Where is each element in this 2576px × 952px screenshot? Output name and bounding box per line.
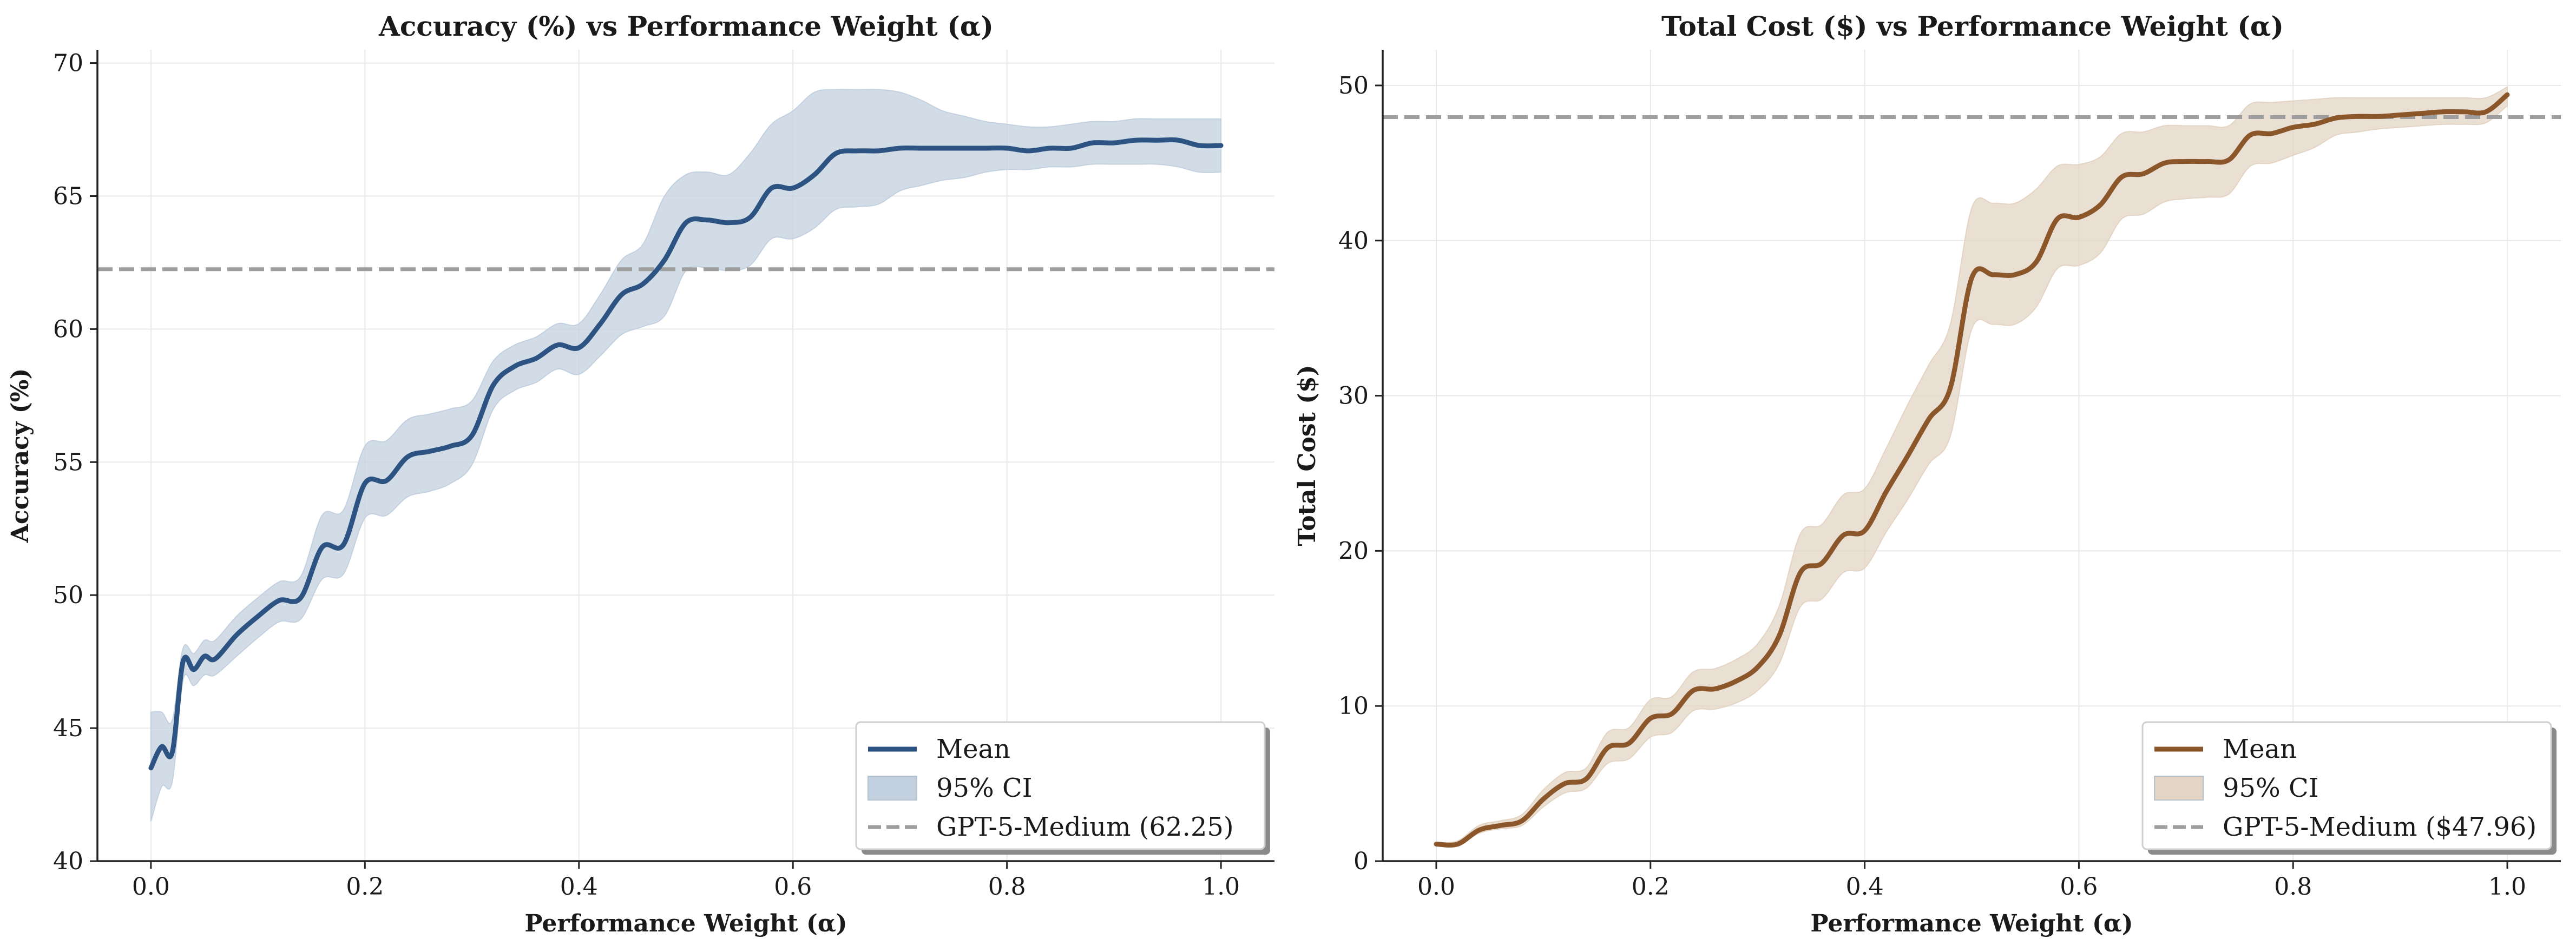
- x-tick-label: 0.4: [1846, 873, 1884, 901]
- x-tick-label: 1.0: [2488, 873, 2526, 901]
- x-tick-label: 0.0: [1417, 873, 1455, 901]
- y-tick-label: 50: [1338, 72, 1369, 100]
- legend: Mean 95% CI GPT-5-Medium ($47.96): [2141, 721, 2557, 855]
- x-tick-label: 0.6: [2060, 873, 2098, 901]
- legend: Mean 95% CI GPT-5-Medium (62.25): [855, 721, 1270, 855]
- x-tick-label: 0.8: [2274, 873, 2312, 901]
- x-tick-label: 1.0: [1202, 873, 1240, 901]
- y-tick-label: 0: [1353, 848, 1369, 875]
- legend-box: [2141, 721, 2552, 850]
- chart-title: Accuracy (%) vs Performance Weight (α): [378, 10, 994, 42]
- ci-band: [1436, 86, 2508, 847]
- legend-label: Mean: [936, 734, 1010, 764]
- x-tick-label: 0.8: [988, 873, 1026, 901]
- y-tick-label: 60: [53, 315, 83, 343]
- x-axis-label: Performance Weight (α): [1810, 910, 2133, 937]
- x-tick-label: 0.4: [560, 873, 598, 901]
- legend-label: GPT-5-Medium (62.25): [936, 812, 1234, 842]
- legend-swatch-ci: [2154, 776, 2204, 801]
- legend-label: Mean: [2223, 734, 2297, 764]
- y-tick-label: 45: [53, 715, 83, 742]
- x-axis-label: Performance Weight (α): [524, 910, 847, 937]
- y-tick-label: 10: [1338, 692, 1369, 720]
- chart-panel-1: 0.0 0.2 0.4 0.6 0.8 1.0 40 45 50 55 60 65 70 Accuracy…: [6, 10, 1274, 937]
- chart-panel-2: 0.0 0.2 0.4 0.6 0.8 1.0 0 10 20 30 40 50 Total Cost …: [1293, 10, 2561, 937]
- y-tick-label: 40: [53, 848, 83, 875]
- chart-title: Total Cost ($) vs Performance Weight (α): [1661, 10, 2284, 42]
- y-tick-label: 40: [1338, 227, 1369, 255]
- y-tick-label: 70: [53, 50, 83, 77]
- y-tick-label: 50: [53, 581, 83, 609]
- legend-box: [855, 721, 1266, 850]
- legend-swatch-ci: [868, 776, 917, 801]
- y-axis-label: Accuracy (%): [6, 368, 34, 544]
- x-tick-label: 0.0: [132, 873, 170, 901]
- x-tick-label: 0.6: [774, 873, 812, 901]
- x-tick-label: 0.2: [346, 873, 384, 901]
- y-tick-label: 55: [53, 448, 83, 476]
- mean-line: [148, 137, 1224, 771]
- legend-label: 95% CI: [2223, 773, 2319, 803]
- y-tick-label: 20: [1338, 537, 1369, 565]
- mean-line: [1434, 92, 2510, 848]
- y-tick-label: 65: [53, 182, 83, 210]
- legend-label: 95% CI: [936, 773, 1033, 803]
- x-tick-label: 0.2: [1632, 873, 1670, 901]
- ci-band: [150, 89, 1222, 822]
- legend-label: GPT-5-Medium ($47.96): [2223, 812, 2536, 842]
- y-axis-label: Total Cost ($): [1293, 365, 1321, 546]
- y-tick-label: 30: [1338, 382, 1369, 410]
